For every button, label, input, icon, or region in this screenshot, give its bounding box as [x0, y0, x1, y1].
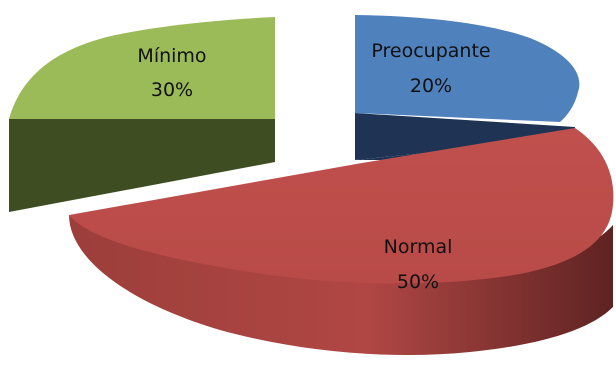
slice-label-preocupante: Preocupante — [371, 40, 490, 62]
slice-percent-minimo: 30% — [151, 79, 193, 101]
slice-normal-side — [69, 215, 613, 356]
pie-slice-normal — [69, 128, 614, 356]
slice-percent-preocupante: 20% — [410, 75, 452, 97]
pie-slice-minimo — [9, 17, 275, 212]
slice-label-minimo: Mínimo — [137, 45, 206, 67]
slice-normal-top — [69, 128, 614, 284]
slice-preocupante-side — [355, 113, 575, 160]
slice-label-normal: Normal — [384, 236, 453, 258]
slice-preocupante-top — [355, 15, 580, 122]
slice-percent-normal: 50% — [397, 271, 439, 293]
slice-minimo-top — [9, 17, 275, 119]
slice-minimo-side-front — [9, 119, 275, 212]
